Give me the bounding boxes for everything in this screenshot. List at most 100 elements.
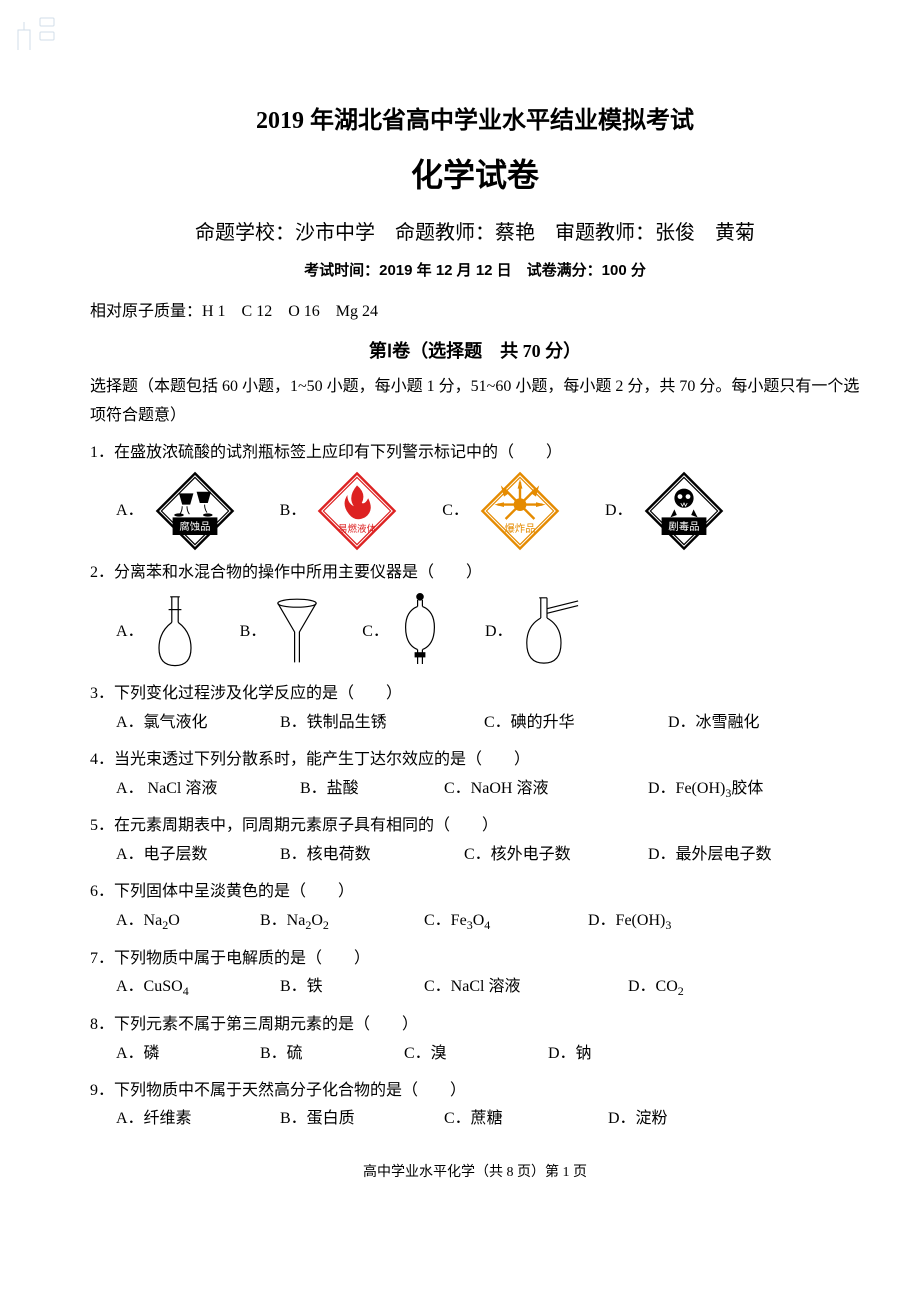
q7-a-sub: 4 xyxy=(183,984,189,998)
q5-opt-a: A．电子层数 xyxy=(116,841,276,870)
q7-d-sub: 2 xyxy=(678,984,684,998)
q5-opt-d: D．最外层电子数 xyxy=(648,841,772,870)
q1-options: A． 腐蚀品 B． xyxy=(116,471,860,551)
distillation-flask-icon xyxy=(519,592,589,672)
q1-stem: 1．在盛放浓硫酸的试剂瓶标签上应印有下列警示标记中的（ ） xyxy=(90,439,860,468)
q6-opt-d: D．Fe(OH)3 xyxy=(588,907,671,937)
q3-opt-b: B．铁制品生锈 xyxy=(280,709,480,738)
author-line: 命题学校：沙市中学 命题教师：蔡艳 审题教师：张俊 黄菊 xyxy=(90,215,860,251)
question-5: 5．在元素周期表中，同周期元素原子具有相同的（ ） A．电子层数 B．核电荷数 … xyxy=(90,812,860,870)
q8-opt-d: D．钠 xyxy=(548,1040,592,1069)
q3-options: A．氯气液化 B．铁制品生锈 C．碘的升华 D．冰雪融化 xyxy=(116,709,860,738)
q6-opt-b: B．Na2O2 xyxy=(260,907,420,937)
q3-stem: 3．下列变化过程涉及化学反应的是（ ） xyxy=(90,680,860,709)
question-6: 6．下列固体中呈淡黄色的是（ ） A．Na2O B．Na2O2 C．Fe3O4 … xyxy=(90,878,860,937)
question-4: 4．当光束透过下列分散系时，能产生丁达尔效应的是（ ） A． NaCl 溶液 B… xyxy=(90,746,860,805)
q5-opt-c: C．核外电子数 xyxy=(464,841,644,870)
q8-opt-b: B．硫 xyxy=(260,1040,400,1069)
page-footer: 高中学业水平化学（共 8 页）第 1 页 xyxy=(90,1160,860,1185)
watermark-logo xyxy=(10,10,80,60)
q8-options: A．磷 B．硫 C．溴 D．钠 xyxy=(116,1040,860,1069)
q5-stem: 5．在元素周期表中，同周期元素原子具有相同的（ ） xyxy=(90,812,860,841)
q7-opt-b: B．铁 xyxy=(280,973,420,1002)
q2-opt-b-label: B． xyxy=(240,618,267,647)
q6-d-pre: D．Fe(OH) xyxy=(588,907,665,936)
funnel-icon xyxy=(272,592,322,672)
q6-b-mid: O xyxy=(311,907,323,936)
q7-opt-a: A．CuSO4 xyxy=(116,973,276,1003)
question-3: 3．下列变化过程涉及化学反应的是（ ） A．氯气液化 B．铁制品生锈 C．碘的升… xyxy=(90,680,860,738)
hazard-sign-explosive-icon: 爆炸品 xyxy=(475,471,565,551)
separating-funnel-icon xyxy=(395,592,445,672)
q4-stem: 4．当光束透过下列分散系时，能产生丁达尔效应的是（ ） xyxy=(90,746,860,775)
svg-text:易燃液体: 易燃液体 xyxy=(338,523,377,535)
section-title-prefix: 第Ⅰ卷（选择题 共 xyxy=(369,341,523,361)
q7-stem: 7．下列物质中属于电解质的是（ ） xyxy=(90,945,860,974)
q6-a-mid: O xyxy=(168,907,180,936)
q6-b-pre: B．Na xyxy=(260,907,305,936)
q4-d-pre: D．Fe(OH) xyxy=(648,775,725,804)
hazard-sign-corrosive-icon: 腐蚀品 xyxy=(150,471,240,551)
q7-d-pre: D．CO xyxy=(628,973,678,1002)
q7-options: A．CuSO4 B．铁 C．NaCl 溶液 D．CO2 xyxy=(116,973,860,1003)
question-9: 9．下列物质中不属于天然高分子化合物的是（ ） A．纤维素 B．蛋白质 C．蔗糖… xyxy=(90,1077,860,1135)
q3-opt-c: C．碘的升华 xyxy=(484,709,664,738)
q9-opt-b: B．蛋白质 xyxy=(280,1105,440,1134)
q6-opt-a: A．Na2O xyxy=(116,907,256,937)
section-1-title: 第Ⅰ卷（选择题 共 70 分） xyxy=(90,335,860,367)
q6-options: A．Na2O B．Na2O2 C．Fe3O4 D．Fe(OH)3 xyxy=(116,907,860,937)
q9-opt-a: A．纤维素 xyxy=(116,1105,276,1134)
q5-options: A．电子层数 B．核电荷数 C．核外电子数 D．最外层电子数 xyxy=(116,841,860,870)
q4-opt-a: A． NaCl 溶液 xyxy=(116,775,296,804)
q7-a-pre: A．CuSO xyxy=(116,973,183,1002)
section-title-suffix: 分） xyxy=(541,341,582,361)
q8-stem: 8．下列元素不属于第三周期元素的是（ ） xyxy=(90,1011,860,1040)
q6-c-pre: C．Fe xyxy=(424,907,467,936)
q1-opt-a-label: A． xyxy=(116,497,144,526)
question-8: 8．下列元素不属于第三周期元素的是（ ） A．磷 B．硫 C．溴 D．钠 xyxy=(90,1011,860,1069)
q6-c-mid: O xyxy=(473,907,485,936)
question-7: 7．下列物质中属于电解质的是（ ） A．CuSO4 B．铁 C．NaCl 溶液 … xyxy=(90,945,860,1004)
svg-text:爆炸品: 爆炸品 xyxy=(504,523,535,535)
q2-stem: 2．分离苯和水混合物的操作中所用主要仪器是（ ） xyxy=(90,559,860,588)
hazard-sign-flammable-liquid-icon: 易燃液体 xyxy=(312,471,402,551)
exam-info-line: 考试时间：2019 年 12 月 12 日 试卷满分：100 分 xyxy=(90,257,860,284)
q5-opt-b: B．核电荷数 xyxy=(280,841,460,870)
q9-options: A．纤维素 B．蛋白质 C．蔗糖 D．淀粉 xyxy=(116,1105,860,1134)
volumetric-flask-icon xyxy=(150,592,200,672)
svg-text:腐蚀品: 腐蚀品 xyxy=(179,521,210,534)
q9-opt-c: C．蔗糖 xyxy=(444,1105,604,1134)
question-1: 1．在盛放浓硫酸的试剂瓶标签上应印有下列警示标记中的（ ） A． 腐蚀品 B． xyxy=(90,439,860,552)
atomic-masses: 相对原子质量：H 1 C 12 O 16 Mg 24 xyxy=(90,298,860,327)
q6-b-sub2: 2 xyxy=(323,918,329,932)
q7-opt-c: C．NaCl 溶液 xyxy=(424,973,624,1002)
q6-c-sub2: 4 xyxy=(484,918,490,932)
q6-a-pre: A．Na xyxy=(116,907,162,936)
q3-opt-a: A．氯气液化 xyxy=(116,709,276,738)
svg-text:剧毒品: 剧毒品 xyxy=(668,521,699,534)
q2-opt-c-label: C． xyxy=(362,618,389,647)
section-title-score: 70 xyxy=(523,341,541,361)
q6-opt-c: C．Fe3O4 xyxy=(424,907,584,937)
q2-opt-d-label: D． xyxy=(485,618,513,647)
q8-opt-a: A．磷 xyxy=(116,1040,256,1069)
question-2: 2．分离苯和水混合物的操作中所用主要仪器是（ ） A． B． xyxy=(90,559,860,672)
q4-options: A． NaCl 溶液 B．盐酸 C．NaOH 溶液 D．Fe(OH)3 胶体 xyxy=(116,775,860,805)
q4-opt-c: C．NaOH 溶液 xyxy=(444,775,644,804)
q1-opt-c-label: C． xyxy=(442,497,469,526)
q4-opt-d: D．Fe(OH)3 胶体 xyxy=(648,775,763,805)
q1-opt-b-label: B． xyxy=(280,497,307,526)
q3-opt-d: D．冰雪融化 xyxy=(668,709,760,738)
subject-title: 化学试卷 xyxy=(90,147,860,205)
q2-options: A． B． C． xyxy=(116,592,860,672)
q2-opt-a-label: A． xyxy=(116,618,144,647)
q9-stem: 9．下列物质中不属于天然高分子化合物的是（ ） xyxy=(90,1077,860,1106)
hazard-sign-toxic-icon: 剧毒品 xyxy=(639,471,729,551)
q9-opt-d: D．淀粉 xyxy=(608,1105,668,1134)
q6-d-sub: 3 xyxy=(665,918,671,932)
exam-main-title: 2019 年湖北省高中学业水平结业模拟考试 xyxy=(90,100,860,143)
q7-opt-d: D．CO2 xyxy=(628,973,684,1003)
q8-opt-c: C．溴 xyxy=(404,1040,544,1069)
q4-d-post: 胶体 xyxy=(731,775,763,804)
q4-opt-b: B．盐酸 xyxy=(300,775,440,804)
